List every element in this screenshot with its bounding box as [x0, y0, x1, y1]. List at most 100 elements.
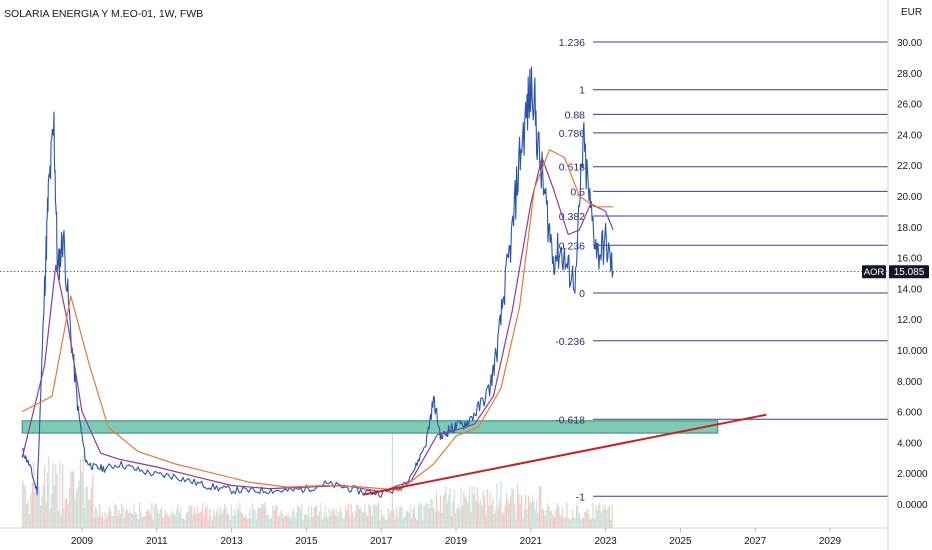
volume-bar — [529, 502, 531, 528]
volume-bar — [368, 504, 370, 528]
volume-bar — [93, 516, 95, 528]
volume-bar — [608, 506, 611, 528]
volume-bar — [310, 505, 312, 528]
volume-bar — [68, 488, 71, 528]
volume-bar — [305, 514, 307, 528]
volume-bar — [112, 515, 115, 528]
volume-bar — [496, 483, 498, 528]
volume-bar — [416, 519, 418, 528]
currency-label: EUR — [901, 7, 922, 18]
volume-bar — [434, 511, 436, 528]
volume-bars — [22, 432, 613, 528]
volume-bar — [453, 489, 455, 528]
volume-bar — [537, 513, 539, 528]
volume-bar — [187, 512, 189, 528]
volume-bar — [281, 513, 284, 528]
volume-bar — [536, 500, 538, 528]
volume-bar — [276, 505, 278, 528]
volume-bar — [196, 505, 198, 528]
fib-level-label: 0.236 — [559, 240, 585, 252]
volume-bar — [545, 509, 547, 528]
volume-bar — [156, 508, 158, 528]
volume-bar — [118, 509, 120, 528]
volume-bar — [42, 484, 44, 528]
y-tick-label: 10.000 — [897, 346, 928, 357]
x-axis[interactable]: 2009 2011 2013 2015 2017 2019 2021 2023 2025 2027… — [71, 528, 842, 547]
volume-bar — [283, 517, 285, 528]
trendline-layer — [362, 413, 767, 496]
volume-bar — [551, 510, 553, 528]
volume-bar — [214, 515, 216, 528]
volume-bar — [511, 487, 513, 528]
volume-bar — [316, 505, 318, 528]
volume-bar — [144, 516, 146, 528]
volume-bar — [596, 509, 598, 528]
volume-bar — [471, 485, 473, 528]
volume-bar — [96, 509, 98, 528]
volume-bar — [158, 513, 160, 528]
volume-bar — [165, 510, 167, 528]
volume-bar — [448, 494, 450, 528]
fib-level-label: 1.236 — [559, 37, 585, 49]
volume-bar — [526, 509, 528, 528]
volume-bar — [246, 518, 248, 528]
volume-bar — [301, 503, 303, 528]
volume-bar — [174, 515, 176, 528]
volume-bar — [599, 502, 601, 528]
volume-bar — [500, 481, 502, 528]
volume-bar — [41, 496, 43, 528]
volume-bar — [387, 507, 389, 528]
y-tick-label: 8.000 — [897, 377, 922, 388]
volume-bar — [210, 516, 212, 528]
support-zone[interactable] — [21, 420, 719, 434]
volume-bar — [199, 511, 201, 528]
volume-bar — [417, 505, 420, 528]
volume-bar — [325, 514, 328, 528]
volume-bar — [357, 505, 359, 528]
volume-bar — [329, 514, 332, 528]
volume-bar — [540, 486, 542, 528]
volume-bar — [504, 505, 506, 528]
volume-bar — [342, 517, 344, 528]
volume-bar — [560, 516, 563, 528]
volume-bar — [412, 509, 414, 528]
volume-bar — [287, 512, 289, 528]
volume-bar — [181, 518, 183, 528]
volume-bar — [126, 509, 128, 528]
volume-bar — [401, 506, 403, 528]
volume-bar — [198, 513, 200, 528]
volume-bar — [332, 507, 334, 528]
volume-bar — [288, 516, 290, 528]
volume-bar — [294, 516, 296, 528]
volume-bar — [525, 494, 527, 528]
volume-bar — [556, 502, 558, 528]
volume-bar — [553, 517, 556, 528]
volume-bar — [261, 503, 263, 528]
volume-bar — [224, 503, 226, 528]
volume-bar — [298, 506, 300, 528]
volume-bar — [360, 507, 362, 528]
volume-bar — [521, 495, 523, 528]
volume-bar — [515, 519, 517, 528]
volume-bar — [193, 507, 196, 528]
volume-bar — [411, 518, 413, 528]
volume-bar — [71, 471, 73, 528]
volume-bar — [597, 505, 600, 528]
volume-bar — [31, 482, 33, 528]
volume-bar — [262, 504, 264, 528]
volume-bar — [422, 519, 424, 528]
volume-bar — [347, 504, 350, 528]
volume-bar — [77, 487, 79, 528]
volume-bar — [140, 510, 142, 528]
volume-bar — [490, 505, 492, 528]
volume-bar — [571, 508, 574, 528]
y-tick-label: 4.000 — [897, 438, 922, 449]
volume-bar — [566, 502, 568, 528]
trendline[interactable] — [362, 413, 767, 496]
y-axis[interactable]: 30.00 28.00 26.00 24.00 22.00 20.00 18.00 16.00… — [897, 38, 928, 511]
volume-bar — [147, 511, 149, 528]
volume-bar — [121, 503, 123, 528]
volume-bar — [130, 513, 132, 528]
volume-bar — [578, 513, 580, 528]
